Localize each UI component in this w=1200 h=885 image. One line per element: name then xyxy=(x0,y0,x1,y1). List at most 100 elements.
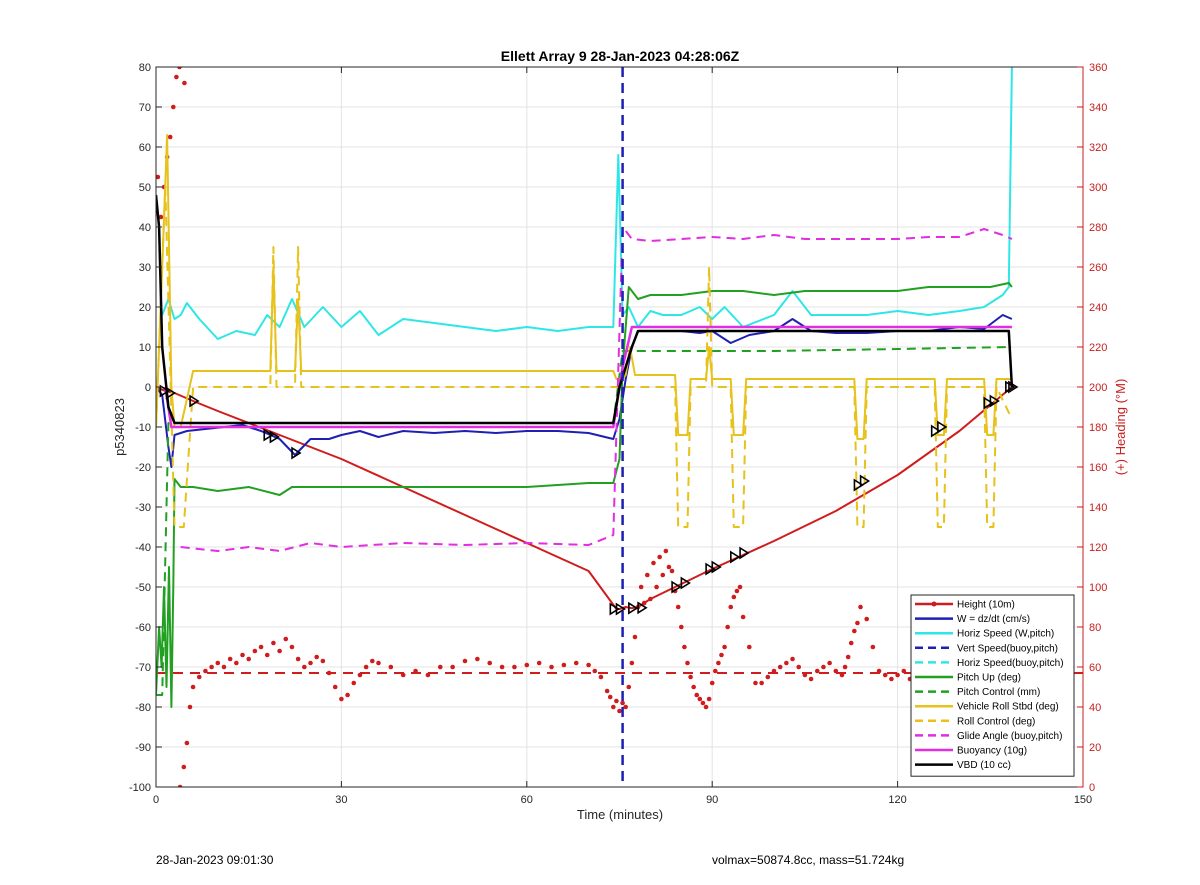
turn-marker xyxy=(628,601,639,615)
right-y-tick-label: 360 xyxy=(1089,62,1107,74)
heading-point xyxy=(753,680,758,686)
heading-point xyxy=(196,674,202,680)
right-y-tick-label: 60 xyxy=(1089,662,1101,674)
turn-marker xyxy=(711,560,722,574)
heading-point xyxy=(487,660,493,666)
turn-marker xyxy=(705,562,716,576)
heading-point xyxy=(827,660,832,666)
y-tick-label: 30 xyxy=(139,262,151,274)
heading-point xyxy=(882,672,888,678)
heading-point xyxy=(363,664,369,670)
heading-point xyxy=(651,560,656,566)
footer-vehicle-stats: volmax=50874.8cc, mass=51.724kg xyxy=(712,853,905,867)
heading-point xyxy=(855,620,860,626)
turn-marker xyxy=(165,386,177,400)
heading-point xyxy=(351,680,357,686)
heading-point xyxy=(728,604,734,610)
heading-point xyxy=(719,652,724,658)
heading-point xyxy=(314,654,319,660)
legend-label: Vert Speed(buoy,pitch) xyxy=(957,643,1058,654)
heading-point xyxy=(777,664,783,670)
heading-point xyxy=(561,662,567,668)
heading-point xyxy=(308,660,313,666)
turn-marker xyxy=(730,550,741,564)
legend-label: Vehicle Roll Stbd (deg) xyxy=(957,702,1059,713)
series-glide-angle-buoy-pitch xyxy=(180,226,1013,552)
footer-timestamp: 28-Jan-2023 09:01:30 xyxy=(156,853,274,867)
series-horiz-speed-w-pitch xyxy=(161,67,1013,340)
heading-point xyxy=(171,104,176,110)
turn-marker xyxy=(739,546,750,560)
turn-marker xyxy=(609,602,620,616)
heading-point xyxy=(814,668,820,674)
heading-point xyxy=(734,588,740,594)
turn-marker xyxy=(671,580,682,594)
heading-point xyxy=(682,644,687,650)
legend-label: VBD (10 cc) xyxy=(957,760,1011,771)
heading-point xyxy=(177,784,183,787)
heading-point xyxy=(870,644,876,650)
heading-point xyxy=(852,628,857,634)
y-tick-label: 60 xyxy=(139,142,151,154)
y-tick-label: -10 xyxy=(135,422,151,434)
right-y-tick-label: 180 xyxy=(1089,422,1107,434)
heading-point xyxy=(740,614,746,620)
heading-point xyxy=(623,704,628,710)
heading-point xyxy=(645,572,650,578)
heading-point xyxy=(700,700,706,706)
legend: Height (10m) W = dz/dt (cm/s) Horiz Speed … xyxy=(910,594,1075,777)
heading-point xyxy=(737,584,743,590)
right-y-tick-label: 160 xyxy=(1089,462,1107,474)
x-tick-label: 90 xyxy=(706,794,718,806)
legend-label: Buoyancy (10g) xyxy=(957,746,1027,757)
x-tick-label: 60 xyxy=(521,794,533,806)
right-y-tick-label: 320 xyxy=(1089,142,1107,154)
turn-marker xyxy=(263,428,274,442)
heading-point xyxy=(370,658,375,664)
turn-marker xyxy=(1008,380,1019,394)
heading-point xyxy=(592,668,598,674)
heading-point xyxy=(258,644,264,650)
right-y-tick-label: 200 xyxy=(1089,382,1107,394)
right-y-tick-label: 40 xyxy=(1089,702,1101,714)
legend-label: Pitch Control (mm) xyxy=(957,687,1040,698)
heading-point xyxy=(607,694,613,700)
heading-point xyxy=(611,704,616,710)
heading-point xyxy=(679,624,684,630)
heading-point xyxy=(845,654,851,660)
y-tick-label: -60 xyxy=(135,622,151,634)
x-tick-label: 120 xyxy=(888,794,906,806)
heading-point xyxy=(158,214,164,220)
right-y-tick-label: 120 xyxy=(1089,542,1107,554)
right-y-tick-label: 140 xyxy=(1089,502,1107,514)
heading-point xyxy=(177,67,182,70)
heading-point xyxy=(722,644,727,650)
heading-point xyxy=(790,656,795,662)
heading-point xyxy=(167,134,173,140)
y-axis-label: p5340823 xyxy=(112,398,127,456)
turn-marker xyxy=(937,420,948,434)
heading-point xyxy=(450,664,455,670)
y-tick-label: -70 xyxy=(135,662,151,674)
heading-point xyxy=(654,584,659,590)
turn-marker xyxy=(1005,380,1016,394)
axes: 0 30 60 90 120 150-100-90-80-70-60-50-40-30-2… xyxy=(129,62,1107,806)
heading-point xyxy=(264,652,270,658)
heading-point xyxy=(524,662,530,668)
y-tick-label: -20 xyxy=(135,462,151,474)
turn-marker xyxy=(269,430,280,444)
x-tick-label: 0 xyxy=(153,794,159,806)
heading-point xyxy=(499,664,505,670)
heading-point xyxy=(864,616,869,622)
heading-point xyxy=(620,700,625,706)
right-y-tick-label: 220 xyxy=(1089,342,1107,354)
heading-point xyxy=(339,696,344,702)
heading-point xyxy=(240,652,245,658)
heading-point xyxy=(697,696,703,702)
heading-point xyxy=(808,676,814,682)
heading-point xyxy=(246,656,251,662)
heading-point xyxy=(709,680,715,686)
heading-point xyxy=(706,696,712,702)
heading-point xyxy=(796,664,802,670)
heading-point xyxy=(685,660,690,666)
